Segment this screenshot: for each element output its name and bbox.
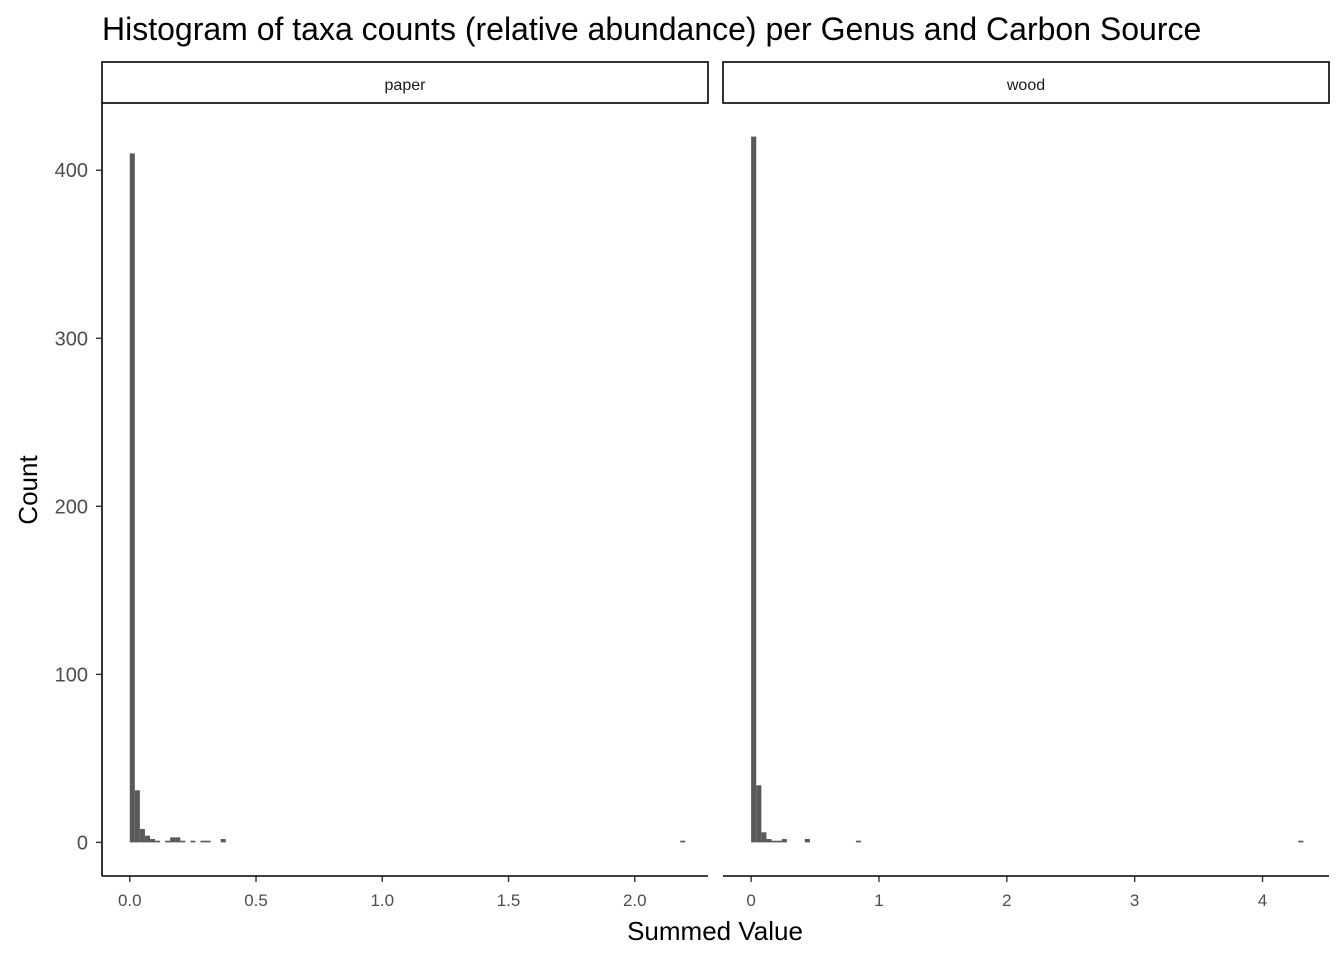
paper-x-tick-label-3: 1.5 bbox=[497, 891, 521, 910]
paper-histogram-bar-4 bbox=[149, 839, 156, 843]
paper-histogram-bar-6 bbox=[165, 840, 171, 843]
paper-x-tick-label-0: 0.0 bbox=[118, 891, 142, 910]
paper-x-tick-label-4: 2.0 bbox=[623, 891, 647, 910]
wood-x-tick-label-1: 1 bbox=[874, 891, 883, 910]
wood-histogram-bar-3 bbox=[766, 839, 772, 843]
wood-histogram-bar-7 bbox=[804, 839, 810, 843]
paper-histogram-bar-10 bbox=[190, 840, 196, 843]
y-tick-label-3: 300 bbox=[55, 328, 88, 350]
paper-histogram-bar-0 bbox=[129, 153, 135, 843]
wood-x-tick-label-3: 3 bbox=[1130, 891, 1139, 910]
y-tick-label-4: 400 bbox=[55, 160, 88, 182]
wood-histogram-bar-5 bbox=[776, 840, 782, 843]
wood-histogram-bar-6 bbox=[781, 839, 787, 843]
x-axis-title: Summed Value bbox=[627, 916, 803, 946]
paper-histogram-bar-5 bbox=[155, 840, 161, 843]
wood-x-tick-label-0: 0 bbox=[746, 891, 755, 910]
paper-histogram-bar-12 bbox=[205, 840, 211, 843]
paper-histogram-bar-1 bbox=[134, 790, 140, 843]
wood-x-tick-label-4: 4 bbox=[1258, 891, 1267, 910]
wood-x-axis-ticks: 0 1 2 3 4 bbox=[746, 876, 1267, 910]
y-tick-label-1: 100 bbox=[55, 664, 88, 686]
paper-histogram-bar-8 bbox=[175, 837, 181, 843]
strip-wood-label: wood bbox=[1006, 77, 1045, 94]
y-tick-label-2: 200 bbox=[55, 496, 88, 518]
chart-title: Histogram of taxa counts (relative abund… bbox=[102, 11, 1201, 47]
wood-histogram-bar-1 bbox=[756, 785, 762, 843]
paper-x-tick-label-1: 0.5 bbox=[244, 891, 268, 910]
paper-histogram-bar-3 bbox=[144, 835, 150, 843]
strip-wood-box bbox=[722, 61, 1330, 104]
wood-histogram-bar-9 bbox=[1298, 840, 1304, 843]
y-axis-ticks: 0 100 200 300 400 bbox=[55, 160, 102, 854]
wood-x-tick-label-2: 2 bbox=[1002, 891, 1011, 910]
wood-histogram-bar-8 bbox=[855, 840, 862, 843]
y-tick-label-0: 0 bbox=[77, 832, 88, 854]
paper-histogram-bar-11 bbox=[200, 840, 206, 843]
wood-histogram-bar-4 bbox=[771, 840, 777, 843]
strip-paper-label: paper bbox=[385, 77, 427, 94]
strip-paper-box bbox=[101, 61, 709, 104]
wood-histogram-bar-2 bbox=[761, 832, 767, 843]
wood-bars bbox=[751, 136, 1304, 843]
paper-histogram-bar-7 bbox=[170, 837, 176, 843]
paper-histogram-bar-9 bbox=[180, 840, 186, 843]
paper-x-tick-label-2: 1.0 bbox=[370, 891, 394, 910]
y-axis-title: Count bbox=[13, 455, 43, 525]
facet-wood-panel: wood 0 1 2 3 4 bbox=[722, 61, 1330, 910]
wood-histogram-bar-0 bbox=[751, 136, 757, 843]
facet-paper-panel: paper 0.0 0.5 1.0 1.5 2.0 bbox=[101, 61, 709, 910]
y-axis: 0 100 200 300 400 bbox=[55, 103, 103, 876]
paper-histogram-bar-2 bbox=[139, 828, 145, 843]
paper-x-axis-ticks: 0.0 0.5 1.0 1.5 2.0 bbox=[118, 876, 647, 910]
paper-histogram-bar-14 bbox=[680, 840, 686, 843]
paper-bars bbox=[129, 153, 686, 843]
paper-histogram-bar-13 bbox=[220, 839, 226, 843]
